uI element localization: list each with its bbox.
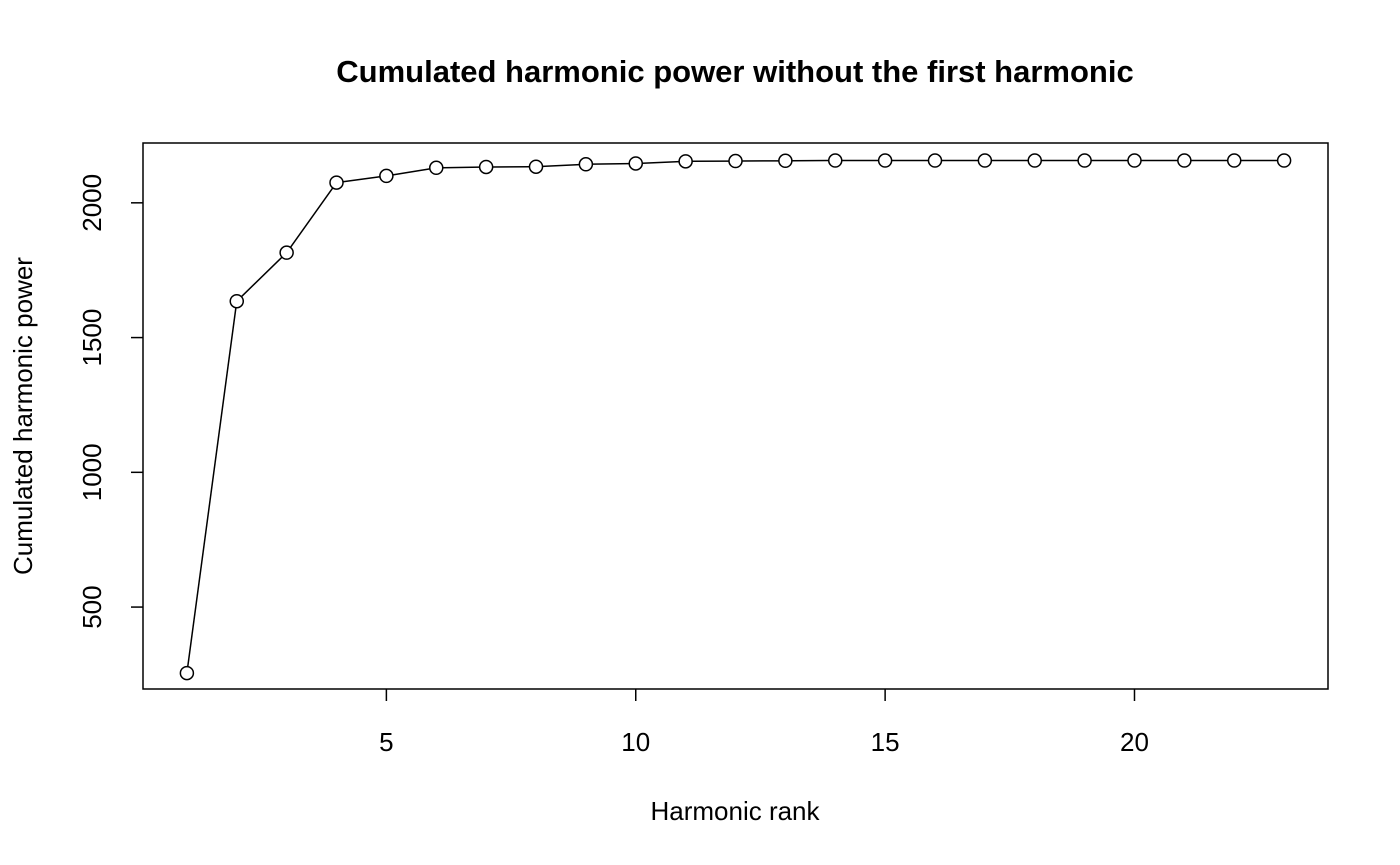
- x-axis-label: Harmonic rank: [650, 796, 820, 826]
- series-line-segment: [187, 307, 237, 667]
- data-point: [179, 665, 195, 681]
- series-layer: [179, 153, 1292, 681]
- series-line-segment: [542, 163, 580, 168]
- series-line-segment: [240, 256, 283, 298]
- data-point: [1077, 153, 1092, 168]
- data-point: [977, 153, 993, 168]
- y-tick-label: 2000: [77, 174, 107, 232]
- data-point: [877, 153, 893, 168]
- data-point: [728, 153, 743, 169]
- data-point: [1127, 153, 1142, 168]
- data-point: [279, 245, 294, 260]
- y-tick-label: 1500: [77, 309, 107, 367]
- series-line-segment: [442, 166, 480, 169]
- data-point: [1177, 153, 1192, 168]
- series-line-segment: [642, 160, 680, 164]
- series-line-segment: [392, 168, 430, 176]
- data-point: [678, 154, 693, 169]
- plot-frame: [142, 142, 1329, 690]
- data-point: [578, 157, 594, 172]
- data-point: [528, 159, 544, 174]
- series-line-segment: [289, 187, 334, 248]
- series-line-segment: [342, 176, 381, 183]
- data-point: [1027, 153, 1042, 168]
- x-axis: 5 10 15 20: [379, 689, 1149, 757]
- data-point: [778, 153, 793, 169]
- data-point: [478, 159, 494, 175]
- y-axis-label: Cumulated harmonic power: [8, 257, 38, 575]
- x-tick-label: 5: [379, 727, 393, 757]
- data-point: [379, 168, 394, 184]
- data-point: [927, 153, 943, 168]
- data-point: [329, 175, 344, 190]
- series-line-segment: [592, 162, 630, 165]
- y-axis: 500 1000 1500 2000: [77, 174, 143, 629]
- y-tick-label: 500: [77, 585, 107, 628]
- x-tick-label: 15: [871, 727, 900, 757]
- x-tick-label: 20: [1120, 727, 1149, 757]
- data-point: [429, 160, 444, 176]
- data-point: [229, 293, 245, 309]
- data-point: [1226, 153, 1242, 168]
- data-point: [827, 153, 843, 168]
- data-point: [1276, 153, 1292, 168]
- data-point: [628, 156, 644, 171]
- x-tick-label: 10: [621, 727, 650, 757]
- y-tick-label: 1000: [77, 443, 107, 501]
- chart-title: Cumulated harmonic power without the fir…: [336, 54, 1133, 89]
